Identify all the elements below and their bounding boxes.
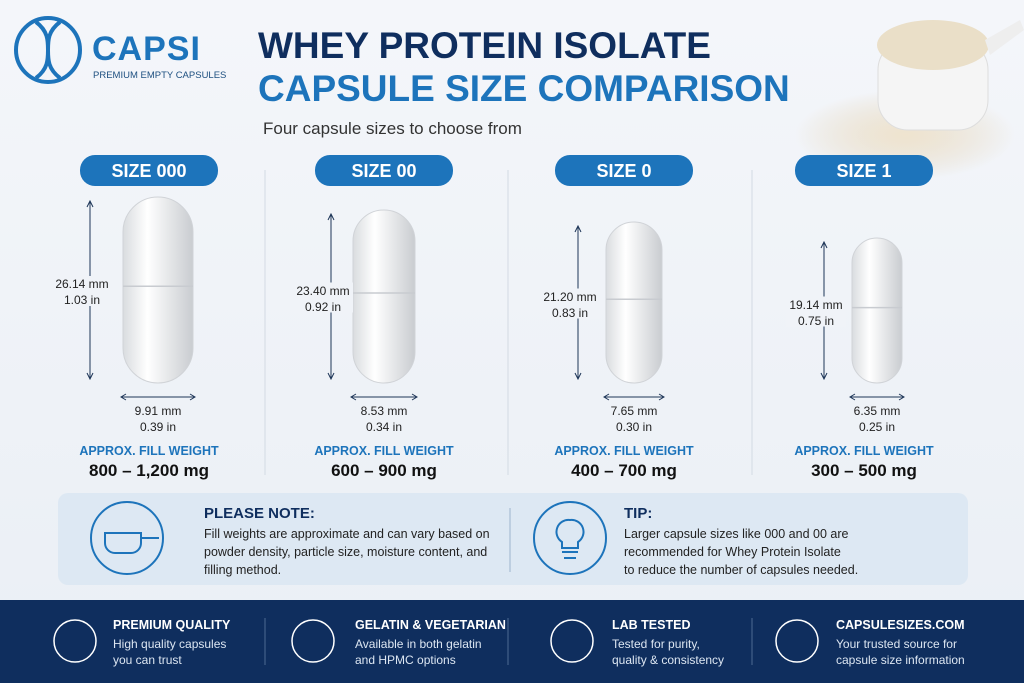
- width-arrow: [120, 393, 196, 401]
- bulb-icon: [555, 518, 585, 559]
- note-text: recommended for Whey Protein Isolate: [624, 545, 841, 559]
- footer-text: Tested for purity,: [612, 637, 700, 651]
- note-box: [58, 493, 968, 585]
- footer-icon: [775, 619, 819, 663]
- label-bg: [540, 288, 600, 319]
- size-badge: [555, 155, 693, 186]
- length-in: 0.75 in: [797, 313, 835, 328]
- width-in: 0.39 in: [139, 420, 177, 434]
- icon-ring: [533, 501, 607, 575]
- width-in: 0.34 in: [365, 420, 403, 434]
- footer-title: LAB TESTED: [612, 618, 691, 632]
- length-mm: 19.14 mm: [789, 297, 843, 312]
- footer-icon: [53, 619, 97, 663]
- footer-text: you can trust: [113, 653, 182, 667]
- scoop-handle: [985, 20, 1024, 55]
- scoop-powder: [877, 20, 989, 70]
- fill-label: APPROX. FILL WEIGHT: [79, 444, 219, 458]
- size-badge: [795, 155, 933, 186]
- footer-title: CAPSULESIZES.COM: [836, 618, 965, 632]
- capsule-body: [851, 237, 903, 384]
- fill-weight: 300 – 500 mg: [811, 461, 917, 480]
- length-in: 1.03 in: [63, 293, 101, 307]
- fill-weight: 400 – 700 mg: [571, 461, 677, 480]
- note-text: filling method.: [204, 563, 282, 577]
- capsule-body: [605, 221, 663, 384]
- footer-text: and HPMC options: [355, 653, 456, 667]
- scoop-icon: [104, 532, 159, 554]
- size-badge: [315, 155, 453, 186]
- fill-weight: 800 – 1,200 mg: [88, 461, 210, 480]
- footer-text: quality & consistency: [612, 653, 725, 667]
- fill-label: APPROX. FILL WEIGHT: [794, 444, 934, 458]
- icon-ring: [90, 501, 164, 575]
- width-mm: 7.65 mm: [610, 404, 658, 418]
- size-badge: [80, 155, 218, 186]
- footer-text: Your trusted source for: [836, 637, 957, 651]
- footer-icon: [550, 619, 594, 663]
- width-mm: 9.91 mm: [134, 404, 182, 418]
- note-text: Larger capsule sizes like 000 and 00 are: [624, 527, 849, 541]
- label-bg: [293, 282, 353, 313]
- footer-text: capsule size information: [836, 653, 965, 667]
- width-arrow: [849, 393, 905, 401]
- note-text: to reduce the number of capsules needed.: [624, 563, 859, 577]
- note-title: TIP:: [624, 505, 653, 522]
- title: WHEY PROTEIN ISOLATE: [258, 25, 711, 66]
- width-arrow: [603, 393, 665, 401]
- note-text: powder density, particle size, moisture …: [204, 545, 488, 559]
- capsule-body: [122, 196, 194, 384]
- label-bg: [52, 276, 112, 306]
- note-title: PLEASE NOTE:: [204, 505, 315, 522]
- brand-tagline: PREMIUM EMPTY CAPSULES: [93, 70, 227, 81]
- fill-label: APPROX. FILL WEIGHT: [314, 444, 454, 458]
- length-in: 0.92 in: [304, 299, 342, 314]
- arrow-head: [574, 224, 582, 381]
- brand-name: CAPSI: [92, 30, 201, 68]
- fill-label: APPROX. FILL WEIGHT: [554, 444, 694, 458]
- length-in: 0.83 in: [551, 305, 589, 320]
- size-label: SIZE 0: [596, 161, 652, 181]
- width-mm: 8.53 mm: [360, 404, 408, 418]
- length-mm: 21.20 mm: [543, 289, 597, 304]
- title: CAPSULE SIZE COMPARISON: [258, 68, 790, 109]
- arrow-head: [327, 212, 335, 381]
- size-label: SIZE 1: [836, 161, 892, 181]
- subtitle: Four capsule sizes to choose from: [263, 119, 522, 138]
- fill-weight: 600 – 900 mg: [331, 461, 437, 480]
- footer-title: GELATIN & VEGETARIAN: [355, 618, 506, 632]
- size-label: SIZE 00: [351, 161, 417, 181]
- length-mm: 23.40 mm: [296, 283, 350, 298]
- length-mm: 26.14 mm: [55, 277, 109, 291]
- footer-icon: [291, 619, 335, 663]
- width-in: 0.30 in: [615, 420, 653, 434]
- footer-bar: [0, 600, 1024, 683]
- label-bg: [786, 296, 846, 327]
- footer-text: High quality capsules: [113, 637, 227, 651]
- footer-title: PREMIUM QUALITY: [113, 618, 231, 632]
- arrow-head: [820, 240, 828, 381]
- width-in: 0.25 in: [858, 420, 896, 434]
- width-arrow: [350, 393, 418, 401]
- size-label: SIZE 000: [111, 161, 187, 181]
- note-text: Fill weights are approximate and can var…: [204, 527, 490, 541]
- width-mm: 6.35 mm: [853, 404, 901, 418]
- arrow-head: [86, 199, 94, 381]
- footer-text: Available in both gelatin: [355, 637, 482, 651]
- logo-icon: [14, 16, 82, 84]
